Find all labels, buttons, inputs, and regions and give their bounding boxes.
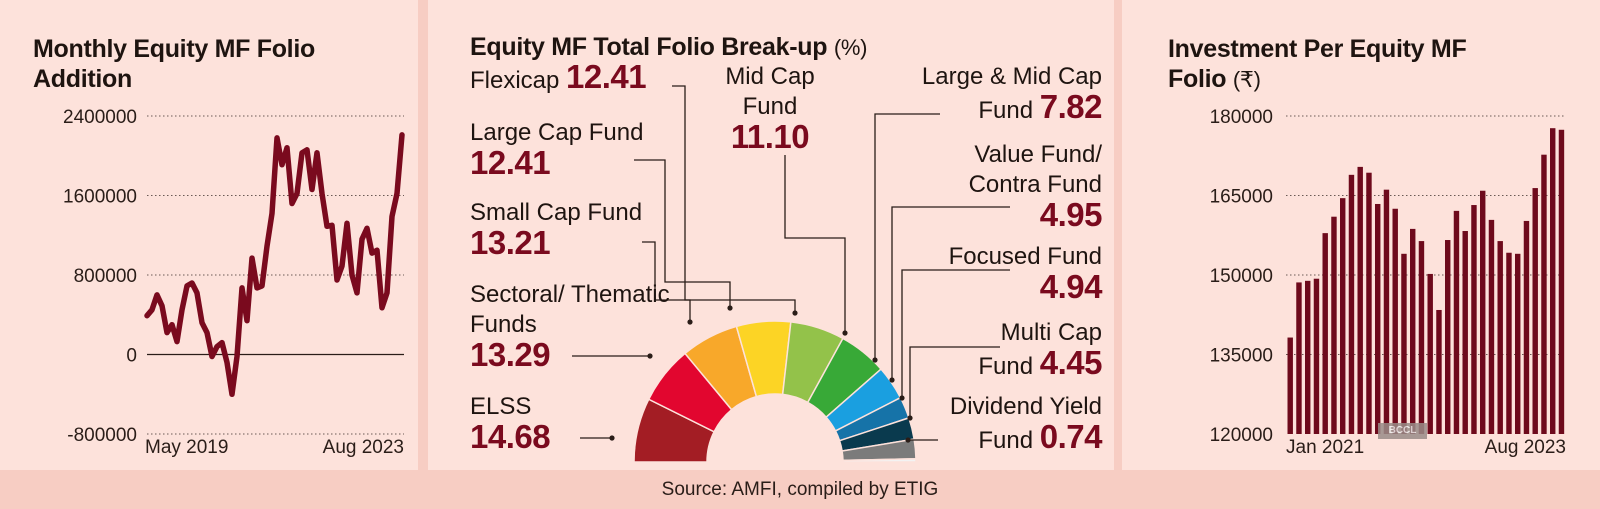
slice-dividend-yield-fund	[842, 457, 917, 463]
bar	[1480, 190, 1486, 434]
y-tick-label: 800000	[74, 266, 137, 287]
middle-chart-title: Equity MF Total Folio Break-up (%)	[470, 32, 867, 63]
label-large-mid-cap: Large & Mid Cap Fund 7.82	[921, 63, 1103, 125]
leader-line	[634, 159, 731, 308]
bar	[1462, 231, 1468, 434]
bar	[1305, 280, 1311, 434]
leader-line	[901, 269, 1010, 398]
bar	[1383, 189, 1390, 434]
bar	[1313, 278, 1320, 434]
leader-dot	[872, 357, 878, 363]
bar	[1401, 253, 1407, 434]
y-tick-label: 150000	[1210, 266, 1273, 287]
label-multi-cap: Multi Cap Fund 4.45	[978, 319, 1102, 381]
source-note: Source: AMFI, compiled by ETIG	[0, 470, 1600, 509]
charts-canvas: 2400000 1600000 800000 0 -800000 May 2019 Aug …	[63, 85, 1566, 463]
y-tick-label: 165000	[1210, 187, 1273, 208]
bar	[1541, 154, 1547, 434]
label-sectoral: Sectoral/ Thematic Funds 13.29	[470, 281, 670, 373]
label-dividend-yield: Dividend Yield Fund 0.74	[949, 393, 1103, 455]
right-chart-title: Investment Per Equity MF Folio (₹)	[1168, 34, 1508, 95]
left-chart-title: Monthly Equity MF Folio Addition	[33, 35, 315, 93]
y-tick-label: 120000	[1210, 425, 1273, 446]
bar	[1436, 309, 1442, 434]
bar	[1340, 198, 1346, 434]
bar	[1427, 273, 1433, 434]
bar	[1550, 128, 1556, 434]
y-tick-label: 180000	[1210, 107, 1273, 128]
right-title-unit: (₹)	[1232, 67, 1261, 92]
y-tick-label: 135000	[1210, 346, 1273, 367]
middle-title-text: Equity MF Total Folio Break-up	[470, 33, 828, 61]
leader-dot	[687, 319, 693, 325]
label-value-fund: Value Fund/ Contra Fund 4.95	[968, 141, 1103, 233]
bar	[1322, 233, 1328, 434]
leader-line	[909, 346, 1000, 418]
leader-line	[672, 85, 796, 313]
bar	[1357, 166, 1363, 434]
bar	[1375, 203, 1381, 434]
x-tick-label: Aug 2023	[1485, 437, 1566, 458]
watermark-logo: BCCL	[1378, 423, 1427, 439]
bar	[1366, 172, 1372, 434]
leader-dot	[905, 437, 911, 443]
bar	[1488, 219, 1495, 434]
y-tick-label: -800000	[67, 425, 137, 446]
bar	[1348, 174, 1355, 434]
leader-dot	[727, 305, 733, 311]
bar	[1410, 228, 1416, 434]
label-focused-fund: Focused Fund 4.94	[948, 243, 1103, 305]
leader-dot	[899, 395, 905, 401]
bar	[1515, 253, 1521, 434]
leader-dot	[907, 415, 913, 421]
bar	[1392, 208, 1398, 434]
bar	[1445, 240, 1451, 434]
label-large-cap: Large Cap Fund 12.41	[470, 119, 644, 181]
label-elss: ELSS 14.68	[470, 393, 551, 455]
middle-title-unit: (%)	[833, 35, 868, 60]
label-mid-cap: Mid Cap Fund 11.10	[725, 63, 815, 155]
bar	[1558, 129, 1565, 434]
bar	[1471, 205, 1477, 434]
y-tick-label: 0	[126, 346, 137, 367]
y-tick-label: 2400000	[63, 107, 137, 128]
bar	[1453, 210, 1460, 434]
leader-line	[874, 113, 940, 360]
leader-line	[642, 241, 691, 322]
bar	[1532, 188, 1538, 434]
bar	[1296, 282, 1302, 434]
leader-dot	[792, 310, 798, 316]
label-flexicap: Flexicap 12.41	[470, 58, 647, 95]
bar	[1331, 216, 1337, 434]
leader-line	[891, 206, 1010, 380]
bar	[1418, 241, 1425, 434]
leader-dot	[842, 330, 848, 336]
x-tick-label: Jan 2021	[1286, 437, 1364, 458]
bar	[1506, 252, 1512, 434]
x-tick-label: Aug 2023	[323, 437, 404, 458]
bar	[1497, 241, 1503, 434]
bar	[1287, 337, 1293, 434]
right-title-text: Investment Per Equity MF Folio	[1168, 35, 1467, 93]
label-small-cap: Small Cap Fund 13.21	[470, 199, 643, 261]
leader-dot	[889, 377, 895, 383]
y-tick-label: 1600000	[63, 187, 137, 208]
leader-line	[784, 155, 846, 333]
bar	[1523, 220, 1530, 434]
x-tick-label: May 2019	[145, 437, 228, 458]
leader-dot	[647, 353, 653, 359]
folio-addition-line	[144, 132, 405, 398]
leader-dot	[609, 435, 615, 441]
